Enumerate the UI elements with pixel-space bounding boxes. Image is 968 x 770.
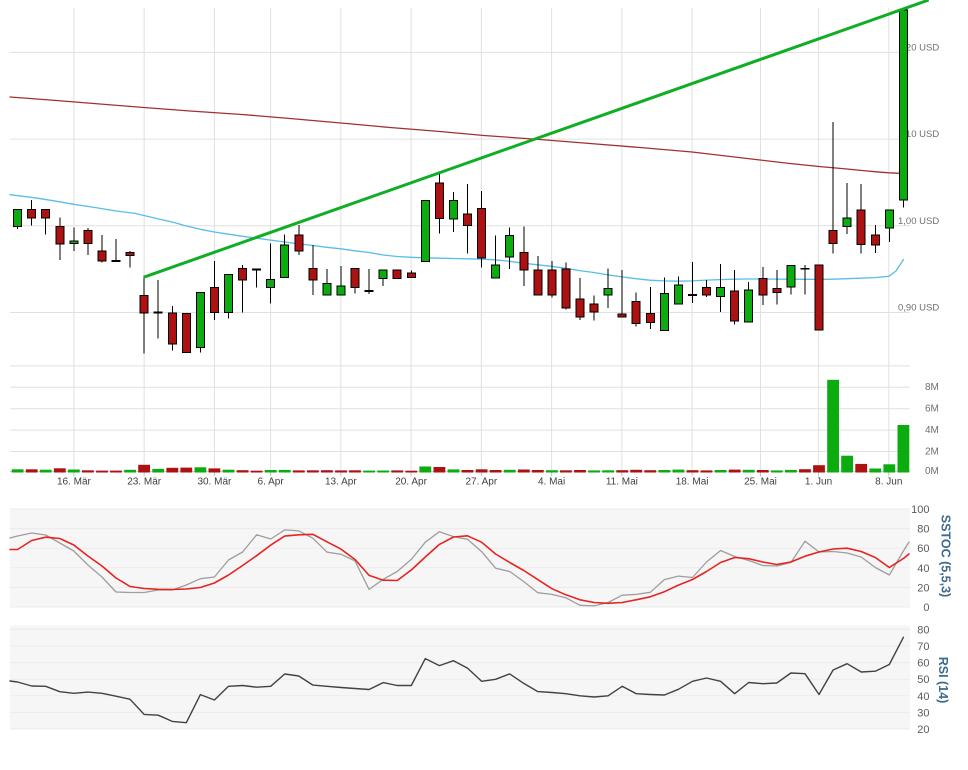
- svg-text:80: 80: [917, 524, 929, 536]
- svg-text:23. Mär: 23. Mär: [127, 477, 162, 488]
- svg-text:1. Jun: 1. Jun: [805, 477, 832, 488]
- svg-text:SSTOC (5,5,3): SSTOC (5,5,3): [939, 515, 953, 597]
- svg-text:30: 30: [917, 707, 929, 719]
- svg-text:50: 50: [917, 674, 929, 686]
- svg-text:8. Jun: 8. Jun: [875, 477, 902, 488]
- svg-text:20: 20: [917, 582, 929, 594]
- svg-text:6. Apr: 6. Apr: [258, 477, 285, 488]
- svg-text:6M: 6M: [925, 404, 939, 415]
- svg-text:1,00 USD: 1,00 USD: [898, 216, 939, 227]
- svg-text:16. Mär: 16. Mär: [57, 477, 92, 488]
- svg-text:60: 60: [917, 543, 929, 555]
- svg-text:27. Apr: 27. Apr: [465, 477, 497, 488]
- svg-text:40: 40: [917, 691, 929, 703]
- svg-text:80: 80: [917, 624, 929, 636]
- svg-text:25. Mai: 25. Mai: [744, 477, 777, 488]
- svg-text:8M: 8M: [925, 382, 939, 393]
- svg-text:1,10 USD: 1,10 USD: [898, 129, 939, 140]
- svg-text:70: 70: [917, 641, 929, 653]
- svg-text:60: 60: [917, 658, 929, 670]
- svg-text:20: 20: [917, 724, 929, 736]
- svg-text:0: 0: [923, 602, 929, 614]
- svg-text:0M: 0M: [925, 466, 939, 477]
- svg-text:4M: 4M: [925, 425, 939, 436]
- svg-text:100: 100: [911, 504, 929, 516]
- svg-text:4. Mai: 4. Mai: [538, 477, 565, 488]
- svg-text:18. Mai: 18. Mai: [676, 477, 709, 488]
- svg-text:RSI (14): RSI (14): [936, 657, 950, 704]
- svg-text:1,20 USD: 1,20 USD: [898, 42, 939, 53]
- svg-text:0,90 USD: 0,90 USD: [898, 303, 939, 314]
- svg-text:13. Apr: 13. Apr: [325, 477, 357, 488]
- svg-text:30. Mär: 30. Mär: [197, 477, 232, 488]
- svg-text:40: 40: [917, 563, 929, 575]
- svg-text:2M: 2M: [925, 446, 939, 457]
- svg-text:20. Apr: 20. Apr: [395, 477, 427, 488]
- svg-text:11. Mai: 11. Mai: [606, 477, 638, 488]
